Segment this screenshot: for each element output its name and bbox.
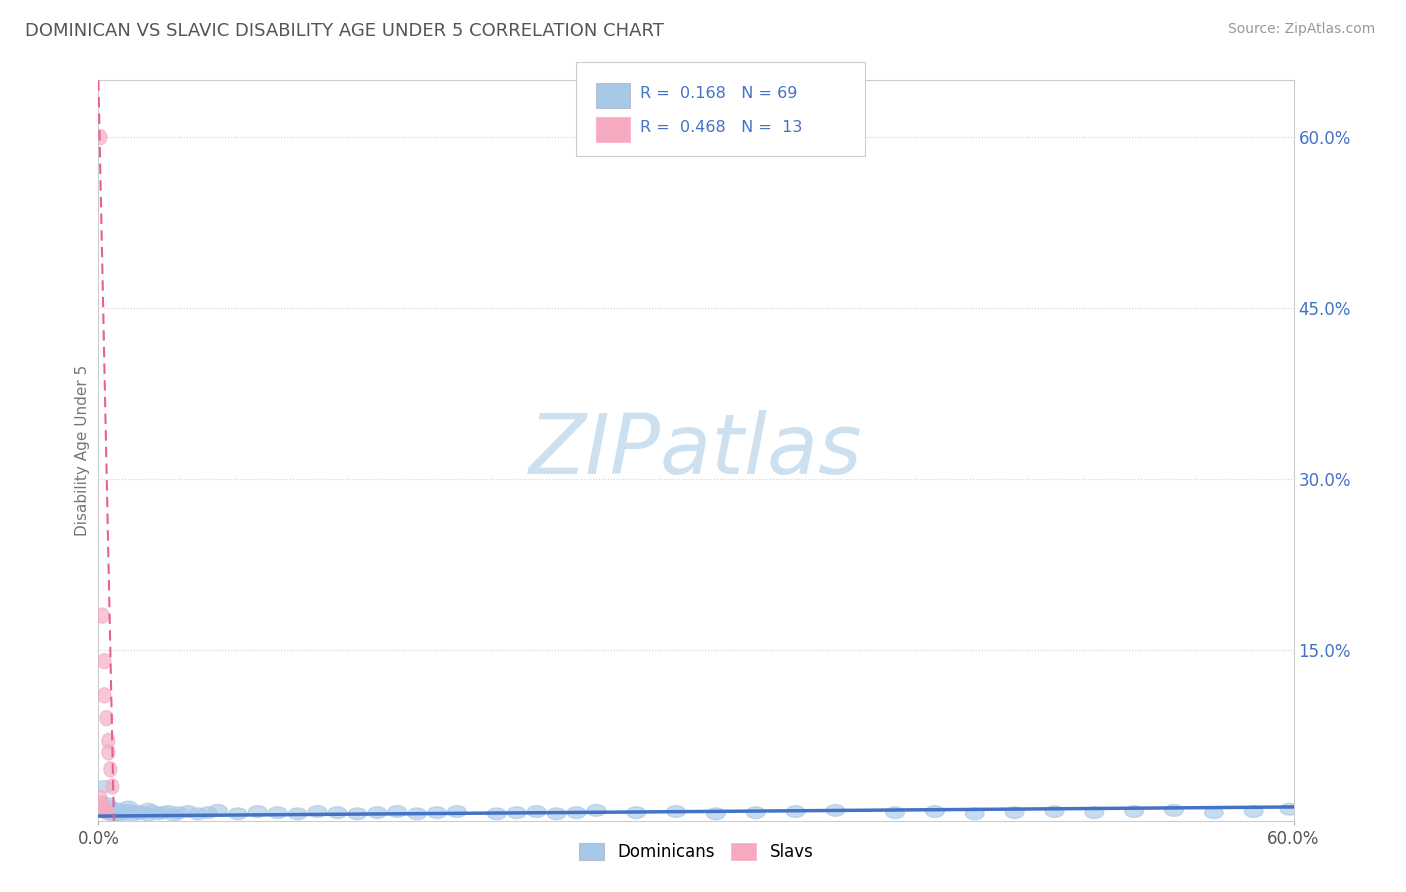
Ellipse shape [786, 805, 804, 817]
Y-axis label: Disability Age Under 5: Disability Age Under 5 [75, 365, 90, 536]
Ellipse shape [886, 807, 904, 819]
Ellipse shape [508, 807, 526, 819]
Ellipse shape [1205, 807, 1223, 819]
Ellipse shape [115, 808, 134, 820]
Ellipse shape [368, 807, 387, 819]
Legend: Dominicans, Slavs: Dominicans, Slavs [572, 837, 820, 868]
Ellipse shape [120, 801, 138, 813]
Ellipse shape [143, 805, 162, 817]
Ellipse shape [149, 808, 167, 820]
Ellipse shape [117, 807, 135, 819]
Ellipse shape [627, 807, 645, 819]
Ellipse shape [966, 808, 984, 820]
Ellipse shape [925, 805, 945, 817]
Ellipse shape [129, 805, 148, 817]
Ellipse shape [1244, 805, 1263, 817]
Ellipse shape [707, 808, 725, 820]
Ellipse shape [208, 805, 228, 816]
Ellipse shape [94, 129, 107, 145]
Ellipse shape [159, 805, 177, 817]
Ellipse shape [1281, 804, 1299, 815]
Ellipse shape [349, 808, 367, 820]
Ellipse shape [111, 809, 129, 821]
Ellipse shape [105, 779, 120, 794]
Ellipse shape [96, 796, 108, 811]
Ellipse shape [134, 807, 152, 819]
Ellipse shape [110, 804, 128, 815]
Ellipse shape [547, 808, 565, 820]
Ellipse shape [1125, 805, 1143, 817]
Text: ZIPatlas: ZIPatlas [529, 410, 863, 491]
Ellipse shape [94, 790, 107, 805]
Ellipse shape [666, 805, 685, 817]
Ellipse shape [104, 762, 117, 777]
Ellipse shape [188, 808, 207, 820]
Ellipse shape [96, 608, 108, 624]
Ellipse shape [98, 808, 118, 820]
Ellipse shape [588, 805, 606, 816]
Ellipse shape [103, 809, 122, 821]
Ellipse shape [139, 809, 157, 821]
Ellipse shape [427, 807, 446, 819]
Ellipse shape [1005, 807, 1024, 819]
Ellipse shape [328, 807, 347, 819]
Ellipse shape [97, 797, 115, 809]
Ellipse shape [388, 805, 406, 817]
Ellipse shape [165, 809, 183, 821]
Ellipse shape [107, 808, 125, 820]
Ellipse shape [100, 711, 112, 726]
Ellipse shape [96, 780, 114, 792]
Ellipse shape [100, 804, 112, 819]
Ellipse shape [112, 805, 132, 817]
Text: Source: ZipAtlas.com: Source: ZipAtlas.com [1227, 22, 1375, 37]
Ellipse shape [1045, 805, 1064, 817]
Text: R =  0.168   N = 69: R = 0.168 N = 69 [640, 87, 797, 101]
Ellipse shape [101, 733, 115, 748]
Ellipse shape [98, 802, 111, 817]
Ellipse shape [179, 805, 197, 817]
Ellipse shape [229, 808, 247, 820]
Ellipse shape [110, 807, 128, 819]
Ellipse shape [153, 807, 172, 819]
Ellipse shape [120, 805, 138, 816]
Ellipse shape [101, 801, 120, 813]
Ellipse shape [488, 808, 506, 820]
Ellipse shape [101, 807, 120, 819]
Ellipse shape [98, 688, 111, 703]
Ellipse shape [169, 807, 187, 819]
Ellipse shape [101, 745, 115, 760]
Ellipse shape [747, 807, 765, 819]
Ellipse shape [98, 654, 111, 669]
Ellipse shape [447, 805, 467, 817]
Ellipse shape [288, 808, 307, 820]
Ellipse shape [198, 807, 218, 819]
Ellipse shape [1085, 807, 1104, 819]
Ellipse shape [567, 807, 586, 819]
Ellipse shape [122, 809, 142, 821]
Ellipse shape [527, 805, 546, 817]
Ellipse shape [827, 805, 845, 816]
Ellipse shape [408, 808, 426, 820]
Ellipse shape [129, 808, 148, 820]
Ellipse shape [105, 805, 124, 817]
Text: R =  0.468   N =  13: R = 0.468 N = 13 [640, 120, 801, 135]
Ellipse shape [139, 804, 157, 815]
Ellipse shape [1164, 805, 1184, 816]
Text: DOMINICAN VS SLAVIC DISABILITY AGE UNDER 5 CORRELATION CHART: DOMINICAN VS SLAVIC DISABILITY AGE UNDER… [25, 22, 664, 40]
Ellipse shape [308, 805, 326, 817]
Ellipse shape [269, 807, 287, 819]
Ellipse shape [249, 805, 267, 817]
Ellipse shape [125, 805, 143, 817]
Ellipse shape [96, 805, 114, 817]
